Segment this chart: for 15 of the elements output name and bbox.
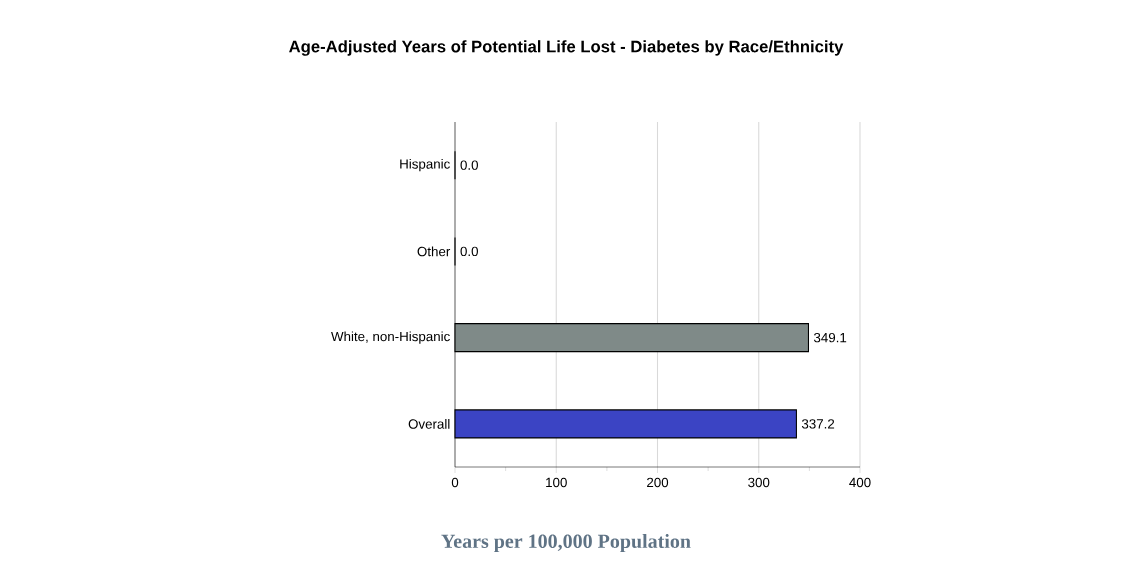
y-tick-label: Other xyxy=(417,246,451,257)
data-label: 337.2 xyxy=(801,419,835,429)
data-label: 349.1 xyxy=(813,332,847,343)
chart-title: Age-Adjusted Years of Potential Life Lost - Diabetes by Race/Ethnicity xyxy=(289,40,844,56)
data-label: 0.0 xyxy=(460,160,478,170)
x-tick-label: 200 xyxy=(647,477,669,488)
x-axis-title: Years per 100,000 Population xyxy=(441,533,691,553)
data-label: 0.0 xyxy=(460,246,478,257)
x-tick-label: 300 xyxy=(748,477,770,488)
x-tick-label: 0 xyxy=(451,477,459,488)
x-tick-label: 100 xyxy=(546,477,567,488)
y-tick-label: Overall xyxy=(408,418,450,429)
y-tick-label: White, non-Hispanic xyxy=(331,331,450,344)
x-tick-label: 400 xyxy=(849,477,871,488)
y-tick-label: Hispanic xyxy=(400,158,450,172)
